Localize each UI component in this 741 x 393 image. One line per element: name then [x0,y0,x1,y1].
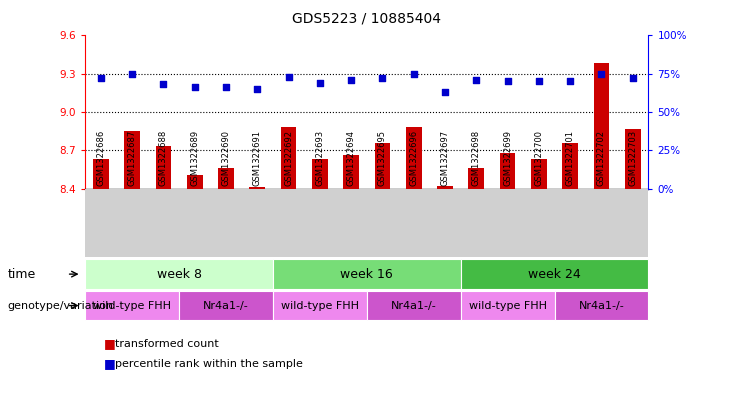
Bar [499,153,516,189]
Text: percentile rank within the sample: percentile rank within the sample [115,358,303,369]
Text: wild-type FHH: wild-type FHH [93,301,171,310]
Point [314,80,326,86]
Text: ■: ■ [104,357,116,370]
Point [502,78,514,84]
Bar [625,129,640,189]
Bar [218,168,234,189]
Text: Nr4a1-/-: Nr4a1-/- [579,301,625,310]
Point [95,75,107,81]
Bar [375,143,391,189]
Text: time: time [7,268,36,281]
Bar [468,168,484,189]
Bar [594,63,609,189]
Bar [250,187,265,189]
Text: GDS5223 / 10885404: GDS5223 / 10885404 [292,12,442,26]
Point [564,78,576,84]
Bar [406,127,422,189]
Bar [312,159,328,189]
Bar [461,259,648,289]
Bar [437,186,453,189]
Bar [461,291,554,320]
Bar [156,147,171,189]
Point [126,70,138,77]
Text: wild-type FHH: wild-type FHH [468,301,547,310]
Point [439,89,451,95]
Point [189,84,201,91]
Bar [367,291,461,320]
Bar [531,159,547,189]
Text: week 8: week 8 [156,268,202,281]
Bar [179,291,273,320]
Bar [273,291,367,320]
Bar [85,291,179,320]
Bar [273,259,461,289]
Text: Nr4a1-/-: Nr4a1-/- [203,301,249,310]
Point [471,77,482,83]
Bar [85,259,273,289]
Bar [281,127,296,189]
Bar [554,291,648,320]
Point [408,70,419,77]
Text: week 16: week 16 [340,268,393,281]
Point [345,77,357,83]
Point [376,75,388,81]
Text: Nr4a1-/-: Nr4a1-/- [391,301,436,310]
Point [627,75,639,81]
Point [251,86,263,92]
Point [158,81,170,88]
Text: genotype/variation: genotype/variation [7,301,113,310]
Point [220,84,232,91]
Text: wild-type FHH: wild-type FHH [281,301,359,310]
Point [533,78,545,84]
Bar [93,159,109,189]
Point [282,73,294,80]
Text: transformed count: transformed count [115,339,219,349]
Bar [562,143,578,189]
Bar [124,131,140,189]
Bar [343,155,359,189]
Text: week 24: week 24 [528,268,581,281]
Text: ■: ■ [104,337,116,351]
Bar [187,174,202,189]
Point [596,70,608,77]
